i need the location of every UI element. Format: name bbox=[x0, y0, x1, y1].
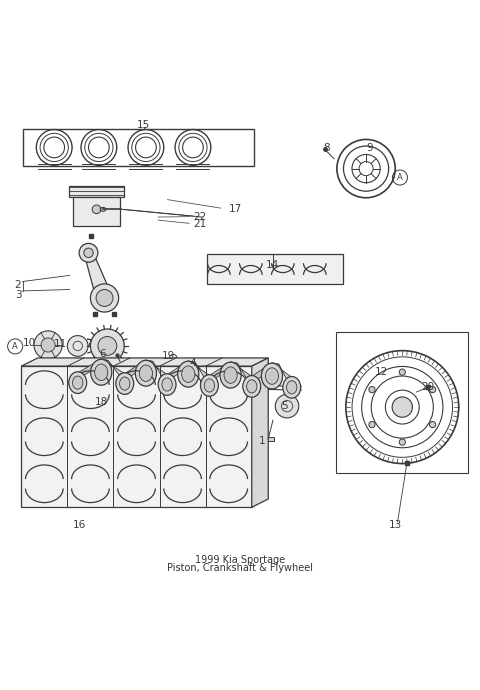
Ellipse shape bbox=[220, 362, 241, 388]
Text: 16: 16 bbox=[72, 520, 86, 530]
Polygon shape bbox=[165, 361, 195, 377]
Text: 2: 2 bbox=[15, 280, 21, 290]
Polygon shape bbox=[207, 362, 238, 378]
Ellipse shape bbox=[69, 372, 87, 393]
Ellipse shape bbox=[287, 381, 297, 394]
Polygon shape bbox=[188, 361, 212, 378]
Ellipse shape bbox=[158, 374, 176, 395]
Circle shape bbox=[67, 335, 88, 356]
Circle shape bbox=[369, 422, 375, 428]
Text: 6: 6 bbox=[99, 349, 106, 359]
Text: 4: 4 bbox=[190, 358, 196, 368]
Polygon shape bbox=[250, 363, 279, 380]
Circle shape bbox=[369, 386, 375, 393]
Text: 19: 19 bbox=[162, 351, 175, 362]
Text: 7: 7 bbox=[85, 339, 92, 348]
Ellipse shape bbox=[224, 367, 237, 384]
Text: 1: 1 bbox=[259, 437, 266, 446]
Text: 12: 12 bbox=[374, 367, 388, 377]
Ellipse shape bbox=[91, 359, 112, 385]
Polygon shape bbox=[75, 359, 108, 375]
Text: 15: 15 bbox=[137, 120, 150, 130]
Text: A: A bbox=[397, 173, 403, 182]
Ellipse shape bbox=[178, 362, 199, 387]
Circle shape bbox=[275, 395, 299, 418]
Ellipse shape bbox=[162, 378, 172, 391]
Text: 20: 20 bbox=[421, 382, 435, 393]
Bar bbox=[73, 197, 120, 226]
Text: 11: 11 bbox=[54, 339, 67, 348]
Ellipse shape bbox=[204, 379, 215, 392]
Ellipse shape bbox=[262, 363, 283, 389]
Text: 17: 17 bbox=[228, 204, 242, 214]
Circle shape bbox=[392, 397, 412, 417]
Circle shape bbox=[98, 337, 117, 355]
Polygon shape bbox=[272, 363, 294, 380]
Text: 14: 14 bbox=[266, 260, 279, 270]
Text: 9: 9 bbox=[366, 144, 372, 153]
Ellipse shape bbox=[95, 364, 108, 380]
Bar bbox=[70, 186, 123, 197]
Polygon shape bbox=[101, 359, 127, 377]
Ellipse shape bbox=[116, 373, 134, 395]
Circle shape bbox=[90, 284, 119, 312]
Circle shape bbox=[84, 248, 93, 257]
Circle shape bbox=[399, 369, 406, 375]
Text: 5: 5 bbox=[281, 401, 288, 411]
Polygon shape bbox=[21, 358, 268, 366]
Polygon shape bbox=[21, 366, 252, 507]
Polygon shape bbox=[84, 253, 113, 298]
Text: 8: 8 bbox=[324, 144, 330, 153]
Bar bbox=[336, 332, 468, 473]
Text: Piston, Crankshaft & Flywheel: Piston, Crankshaft & Flywheel bbox=[167, 564, 313, 573]
Polygon shape bbox=[230, 362, 254, 380]
Bar bbox=[23, 128, 254, 166]
Text: A: A bbox=[12, 342, 18, 351]
Bar bbox=[263, 437, 274, 442]
Circle shape bbox=[96, 290, 113, 306]
Text: 10: 10 bbox=[23, 338, 36, 348]
Text: 1999 Kia Sportage: 1999 Kia Sportage bbox=[195, 555, 285, 565]
Ellipse shape bbox=[181, 366, 195, 382]
Ellipse shape bbox=[247, 380, 257, 393]
Ellipse shape bbox=[283, 377, 300, 398]
Ellipse shape bbox=[72, 376, 83, 389]
Circle shape bbox=[430, 386, 436, 393]
Ellipse shape bbox=[139, 365, 153, 382]
Text: 21: 21 bbox=[193, 219, 207, 228]
Text: 13: 13 bbox=[389, 520, 402, 530]
Text: 18: 18 bbox=[95, 397, 108, 407]
Ellipse shape bbox=[135, 360, 156, 386]
Circle shape bbox=[41, 338, 55, 352]
Circle shape bbox=[399, 439, 406, 445]
Ellipse shape bbox=[201, 375, 218, 396]
Ellipse shape bbox=[243, 375, 261, 397]
Circle shape bbox=[430, 422, 436, 428]
Text: 3: 3 bbox=[15, 290, 21, 299]
Ellipse shape bbox=[265, 368, 278, 384]
Polygon shape bbox=[146, 360, 169, 377]
Circle shape bbox=[90, 329, 124, 363]
Circle shape bbox=[34, 331, 62, 359]
Circle shape bbox=[92, 205, 101, 214]
Polygon shape bbox=[207, 254, 344, 284]
Polygon shape bbox=[122, 360, 153, 377]
Text: 22: 22 bbox=[193, 212, 207, 221]
Polygon shape bbox=[252, 358, 268, 507]
Ellipse shape bbox=[120, 377, 130, 390]
Circle shape bbox=[79, 244, 98, 262]
